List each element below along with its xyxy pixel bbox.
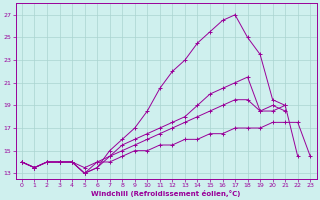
X-axis label: Windchill (Refroidissement éolien,°C): Windchill (Refroidissement éolien,°C): [92, 190, 241, 197]
